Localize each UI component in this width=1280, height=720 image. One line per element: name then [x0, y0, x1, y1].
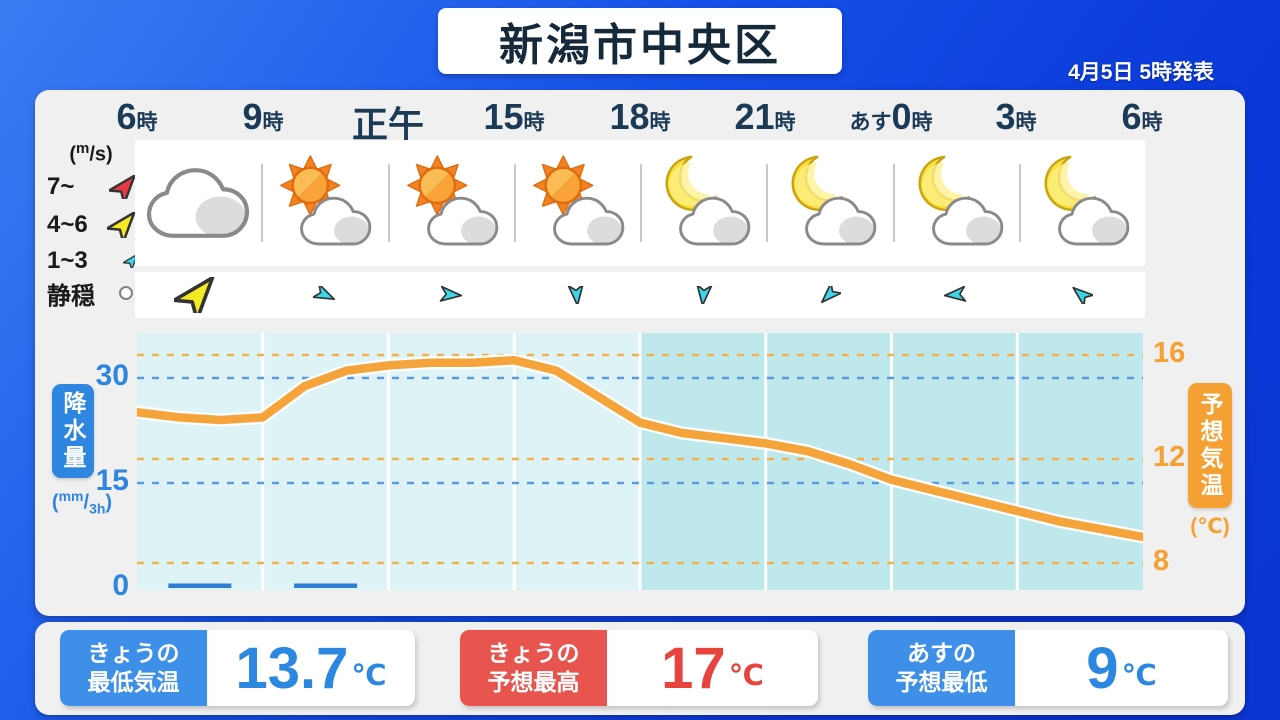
slot-divider [513, 164, 516, 242]
slot-divider [892, 164, 895, 242]
wind-slot [514, 272, 640, 318]
temperature-axis-label: 予想気温 [1197, 391, 1223, 500]
wind-legend-label: 1~3 [47, 247, 88, 274]
wind-slot [1019, 272, 1145, 318]
wind-legend-row: 7~ [47, 170, 147, 204]
today-low-value: 13.7 ℃ [235, 635, 387, 701]
wind-legend-label: 静穏 [47, 282, 95, 310]
today-low-label: きょうの 最低気温 [60, 630, 207, 706]
wind-legend-label: 4~6 [47, 211, 88, 238]
precipitation-bar [294, 583, 358, 588]
weather-sun-cloud-icon [396, 154, 506, 252]
forecast-panel: 6 時 9 時 正午 15 時 18 時 21 時 あす 0 時 3 時 6 時 (m/s) 7~ 4~6 1~3 静穏… [35, 90, 1245, 616]
wind-direction-arrow-icon [568, 286, 585, 304]
slot-divider [387, 164, 390, 242]
precip-tick-label: 30 [95, 359, 129, 392]
wind-slot [766, 272, 892, 318]
summary-panel: きょうの 最低気温 13.7 ℃ きょうの 予想最高 17 ℃ あすの 予想最低 9 ℃ [35, 622, 1245, 715]
today-high-value: 17 ℃ [661, 635, 764, 701]
temperature-line [137, 355, 1143, 542]
forecast-slot [261, 140, 387, 266]
time-label: 正午 [351, 104, 425, 145]
forecast-slot [513, 140, 640, 266]
tomorrow-low-value: 9 ℃ [1086, 635, 1157, 701]
weather-icon-row [135, 140, 1145, 266]
slot-divider [261, 164, 264, 242]
slot-divider [766, 164, 769, 242]
wind-slot [388, 272, 514, 318]
weather-moon-cloud-icon [648, 154, 758, 252]
chart-canvas [137, 333, 1143, 590]
time-axis: 6 時 9 時 正午 15 時 18 時 21 時 あす 0 時 3 時 6 時 [35, 90, 1245, 145]
weather-moon-cloud-icon [901, 154, 1011, 252]
wind-slot [640, 272, 766, 318]
temp-tick-label: 12 [1153, 441, 1186, 473]
page-title: 新潟市中央区 [499, 21, 781, 70]
wind-1-3-arrow-icon [123, 254, 139, 268]
wind-speed-unit-label: (m/s) [69, 140, 113, 166]
tomorrow-low-card: あすの 予想最低 9 ℃ [868, 630, 1228, 706]
temp-tick-label: 8 [1153, 545, 1170, 577]
slot-divider [1018, 164, 1021, 242]
forecast-slot [1018, 140, 1145, 266]
precipitation-axis-label: 降水量 [60, 390, 86, 472]
temperature-axis-label-box: 予想気温 [1188, 383, 1232, 508]
slot-divider [640, 164, 642, 242]
wind-legend-row: 1~3 [47, 244, 147, 278]
issued-timestamp: 4月5日 5時発表 [1068, 61, 1214, 84]
forecast-slot [766, 140, 892, 266]
tomorrow-low-label: あすの 予想最低 [868, 630, 1015, 706]
wind-direction-arrow-icon [695, 286, 712, 304]
wind-direction-arrow-icon [944, 286, 967, 303]
wind-legend-label: 7~ [47, 173, 75, 200]
precipitation-axis-label-box: 降水量 [52, 384, 94, 478]
wind-legend-row: 4~6 [47, 208, 147, 242]
weather-moon-cloud-icon [1027, 154, 1137, 252]
calm-icon [119, 286, 133, 300]
temperature-precipitation-chart [137, 333, 1143, 590]
wind-4-6-arrow-icon [107, 212, 136, 238]
wind-direction-arrow-icon [439, 286, 463, 303]
today-low-card: きょうの 最低気温 13.7 ℃ [60, 630, 415, 706]
today-high-label: きょうの 予想最高 [460, 630, 607, 706]
weather-cloudy-icon [141, 163, 255, 243]
wind-direction-arrow-icon [820, 286, 841, 304]
weather-sun-cloud-icon [522, 154, 632, 252]
wind-direction-row [135, 272, 1145, 318]
precip-tick-label: 0 [112, 569, 129, 602]
time-label: 18 時 [609, 96, 671, 137]
precipitation-bar [168, 583, 232, 588]
forecast-slot [640, 140, 766, 266]
today-high-card: きょうの 予想最高 17 ℃ [460, 630, 818, 706]
wind-legend-row: 静穏 [47, 276, 147, 310]
weather-sun-cloud-icon [269, 154, 379, 252]
wind-slot [261, 272, 387, 318]
wind-7plus-arrow-icon [109, 175, 136, 199]
time-label: あす 0 時 [849, 96, 933, 137]
time-label: 21 時 [734, 96, 796, 137]
temperature-unit-label: (℃) [1190, 515, 1230, 538]
precipitation-unit-label: (mm/3h) [51, 488, 113, 517]
temp-tick-label: 16 [1153, 337, 1186, 369]
wind-direction-arrow-icon [174, 277, 215, 313]
wind-direction-arrow-icon [312, 286, 336, 301]
forecast-slot [135, 140, 261, 266]
wind-slot [135, 272, 261, 318]
forecast-slot [387, 140, 514, 266]
precip-tick-label: 15 [95, 464, 129, 497]
forecast-slot [892, 140, 1019, 266]
weather-moon-cloud-icon [774, 154, 884, 252]
location-title-box: 新潟市中央区 [438, 8, 842, 74]
wind-direction-arrow-icon [1072, 287, 1094, 304]
wind-slot [893, 272, 1019, 318]
time-label: 15 時 [483, 96, 545, 137]
